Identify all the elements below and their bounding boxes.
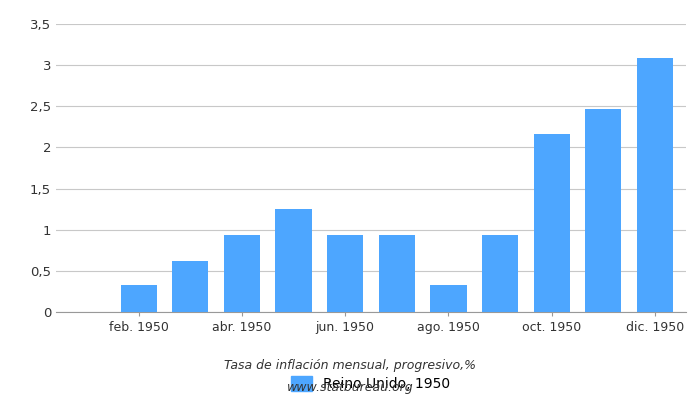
Text: Tasa de inflación mensual, progresivo,%: Tasa de inflación mensual, progresivo,% — [224, 360, 476, 372]
Legend: Reino Unido, 1950: Reino Unido, 1950 — [286, 371, 456, 397]
Bar — [533, 134, 570, 312]
Bar — [276, 209, 312, 312]
Bar — [482, 236, 518, 312]
Bar — [430, 285, 466, 312]
Bar — [585, 109, 622, 312]
Text: www.statbureau.org: www.statbureau.org — [287, 382, 413, 394]
Bar — [172, 261, 209, 312]
Bar — [327, 236, 363, 312]
Bar — [120, 285, 157, 312]
Bar — [637, 58, 673, 312]
Bar — [224, 236, 260, 312]
Bar — [379, 236, 415, 312]
